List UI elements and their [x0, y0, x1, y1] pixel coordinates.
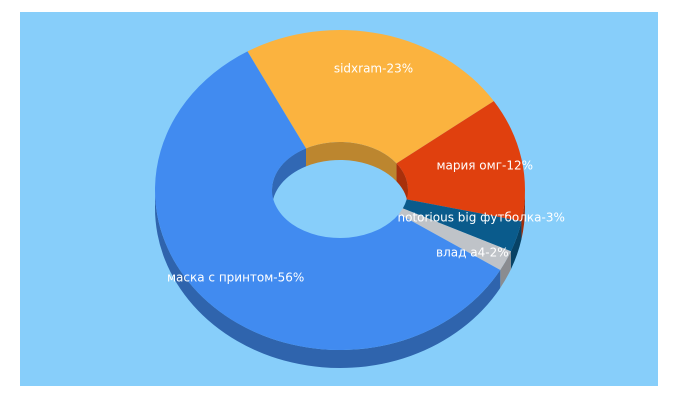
slice-side [510, 221, 522, 270]
slice-label: маска с принтом-56% [167, 270, 304, 284]
slice [247, 30, 494, 164]
slice-label: мария омг-12% [436, 158, 533, 172]
slice-side [500, 251, 511, 288]
slice-label: notorious big футболка-3% [398, 211, 565, 225]
slice-inner-side [272, 148, 306, 208]
slice [154, 51, 501, 350]
slice-label: влад а4-2% [436, 245, 509, 259]
slice-inner-side [396, 163, 408, 208]
slice-inner-side [306, 142, 397, 182]
slice [396, 101, 525, 222]
slice [402, 199, 522, 252]
slice [398, 208, 511, 270]
slice-label: sidxram-23% [334, 62, 413, 76]
slice-side [521, 190, 525, 240]
